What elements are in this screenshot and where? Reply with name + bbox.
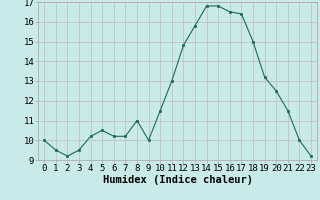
X-axis label: Humidex (Indice chaleur): Humidex (Indice chaleur) [103, 175, 252, 185]
